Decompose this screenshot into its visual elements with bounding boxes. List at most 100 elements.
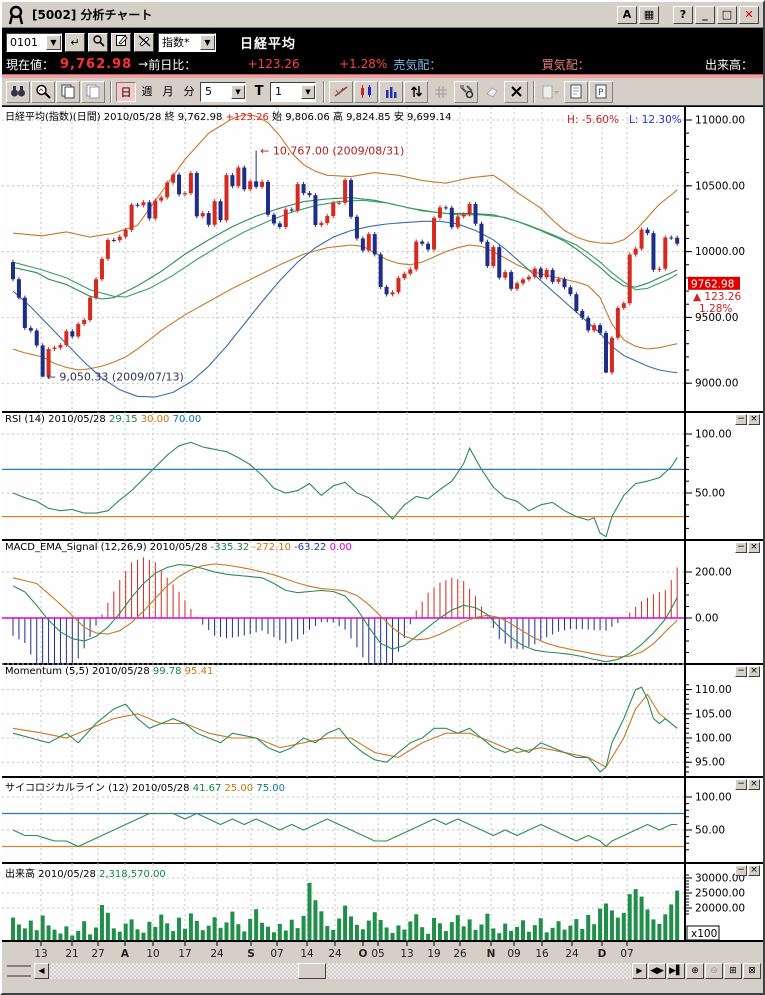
rsi-panel[interactable]: 100.00 50.00 RSI (14) 2010/05/28 29.15 30… xyxy=(2,413,763,541)
panel-minimize-button[interactable]: − xyxy=(735,414,747,425)
zoom-chart-button[interactable] xyxy=(31,80,55,103)
time-axis-label: 24 xyxy=(210,948,224,960)
svg-text:100.00: 100.00 xyxy=(695,429,732,441)
splitter-grip[interactable] xyxy=(7,965,31,977)
up-down-arrows-icon xyxy=(410,86,422,97)
period-button-分[interactable]: 分 xyxy=(183,84,195,98)
search-button[interactable] xyxy=(88,32,108,52)
code-dropdown-icon[interactable]: ▼ xyxy=(46,34,61,50)
panel-header-text: 30.00 xyxy=(140,414,173,425)
page-icon xyxy=(570,84,582,99)
sort-arrows-button[interactable] xyxy=(404,80,428,103)
scrollbar-thumb[interactable] xyxy=(298,963,326,979)
edit-button[interactable] xyxy=(111,32,131,52)
price-panel[interactable]: 11000.00 10500.00 10000.00 9500.00 9000.00 ← … xyxy=(2,107,763,413)
zoom-in-button[interactable]: ⊕ xyxy=(686,963,704,979)
panel-minimize-button[interactable]: − xyxy=(735,865,747,876)
scrollbar-track[interactable] xyxy=(50,963,631,979)
tick-mode-button[interactable]: T xyxy=(254,83,264,99)
volume-panel[interactable]: 30000.00 25000.00 20000.00 x100 出来高 2010/05… xyxy=(2,864,763,942)
maximize-button[interactable]: □ xyxy=(717,5,737,24)
volume-multiplier-label: x100 xyxy=(691,928,717,940)
panel-header-text: 29.15 xyxy=(108,414,141,425)
panel-close-button[interactable]: × xyxy=(748,414,760,425)
panel-minimize-button[interactable]: − xyxy=(735,779,747,790)
code-input[interactable]: 0101 ▼ xyxy=(6,32,62,52)
layout-select-button[interactable] xyxy=(539,80,563,103)
panel-header-text: 出来高 2010/05/28 xyxy=(5,869,99,880)
copy-data-button[interactable] xyxy=(81,80,105,103)
page-p-icon: P xyxy=(595,84,607,99)
trendline-icon xyxy=(334,86,347,97)
period-button-日[interactable]: 日 xyxy=(116,81,136,102)
macd-panel[interactable]: 200.00 0.00 MACD_EMA_Signal (12,26,9) 201… xyxy=(2,541,763,665)
panel-minimize-button[interactable]: − xyxy=(735,542,747,553)
go-to-end-button[interactable]: ▶▌ xyxy=(667,963,685,979)
count-dropdown-icon[interactable]: ▼ xyxy=(301,84,315,99)
delete-all-button[interactable] xyxy=(504,80,528,103)
panel-close-button[interactable]: × xyxy=(748,779,760,790)
print-button[interactable]: P xyxy=(589,80,613,103)
settings-button[interactable] xyxy=(454,80,478,103)
panel-close-button[interactable]: × xyxy=(748,542,760,553)
window-layout-button[interactable]: ▦ xyxy=(639,5,659,24)
panel-header-text: 75.00 xyxy=(256,783,285,794)
svg-text:100.00: 100.00 xyxy=(695,733,732,745)
period-button-週[interactable]: 週 xyxy=(141,84,153,98)
panel-header-text: RSI (14) 2010/05/28 xyxy=(5,414,109,425)
svg-text:110.00: 110.00 xyxy=(695,684,732,696)
save-layout-button[interactable] xyxy=(564,80,588,103)
instrument-type-select[interactable]: 指数* ▼ xyxy=(158,32,216,52)
panel-header-text: 始 9,806.06 高 9,824.85 安 9,699.14 xyxy=(268,112,452,123)
toolbar-separator xyxy=(110,80,112,103)
candle-style-button[interactable] xyxy=(354,80,378,103)
arrow-glyph: → xyxy=(138,57,149,71)
minimize-button[interactable]: _ xyxy=(695,5,715,24)
clear-draw-button[interactable] xyxy=(134,32,154,52)
zoom-area-button[interactable]: ⊞ xyxy=(724,963,742,979)
current-price-label: 現在値： xyxy=(6,57,55,72)
trendline-button[interactable] xyxy=(329,80,353,103)
chart-toolbar: 日週月分 5 ▼ T 1 ▼ xyxy=(2,78,763,106)
svg-text:105.00: 105.00 xyxy=(695,708,732,720)
close-button[interactable]: ✕ xyxy=(739,5,759,24)
svg-text:P: P xyxy=(598,88,604,98)
enter-button[interactable]: ↵ xyxy=(65,32,85,52)
zoom-reset-button[interactable]: ⊠ xyxy=(743,963,761,979)
scroll-right-button[interactable]: ▶ xyxy=(632,963,647,979)
panel-minimize-button[interactable]: − xyxy=(735,666,747,677)
bar-count-select[interactable]: 1 ▼ xyxy=(270,81,316,102)
font-button[interactable]: A xyxy=(617,5,637,24)
panel-header-text: -272.10 xyxy=(252,542,295,553)
zoom-out-button[interactable]: ⊖ xyxy=(705,963,723,979)
chart-area: 11000.00 10500.00 10000.00 9500.00 9000.00 ← … xyxy=(2,106,763,960)
compare-button[interactable] xyxy=(6,80,30,103)
interval-dropdown-icon[interactable]: ▼ xyxy=(231,84,245,99)
momentum-panel[interactable]: 110.00 105.00 100.00 95.00 Momentum (5,5) 2… xyxy=(2,665,763,778)
time-axis-label: S xyxy=(247,948,255,960)
search-icon xyxy=(92,34,105,47)
fit-width-button[interactable]: ◀▶ xyxy=(648,963,666,979)
panel-close-button[interactable]: × xyxy=(748,666,760,677)
bar-style-button[interactable] xyxy=(379,80,403,103)
current-price-marker: 9762.98 xyxy=(691,278,734,290)
panel-header-text: Momentum (5,5) 2010/05/28 xyxy=(5,666,153,677)
grid-icon xyxy=(435,85,447,98)
copy-chart-button[interactable] xyxy=(56,80,80,103)
panel-header-text: 70.00 xyxy=(172,414,202,425)
help-button[interactable]: ? xyxy=(673,5,693,24)
scroll-left-button[interactable]: ◀ xyxy=(34,963,49,979)
svg-text:100.00: 100.00 xyxy=(695,792,732,804)
svg-text:1.28%: 1.28% xyxy=(699,303,732,315)
period-button-月[interactable]: 月 xyxy=(162,84,174,98)
grid-toggle-button[interactable] xyxy=(429,80,453,103)
eraser-icon xyxy=(485,86,498,98)
eraser-button[interactable] xyxy=(479,80,503,103)
type-dropdown-icon[interactable]: ▼ xyxy=(200,34,215,50)
change-percent: +1.28% xyxy=(339,57,388,71)
binoculars-icon xyxy=(11,85,25,96)
time-axis-label: A xyxy=(121,948,130,960)
panel-close-button[interactable]: × xyxy=(748,865,760,876)
psychological-panel[interactable]: 100.00 50.00 サイコロジカルライン (12) 2010/05/28 4… xyxy=(2,778,763,864)
minute-interval-select[interactable]: 5 ▼ xyxy=(200,81,246,102)
